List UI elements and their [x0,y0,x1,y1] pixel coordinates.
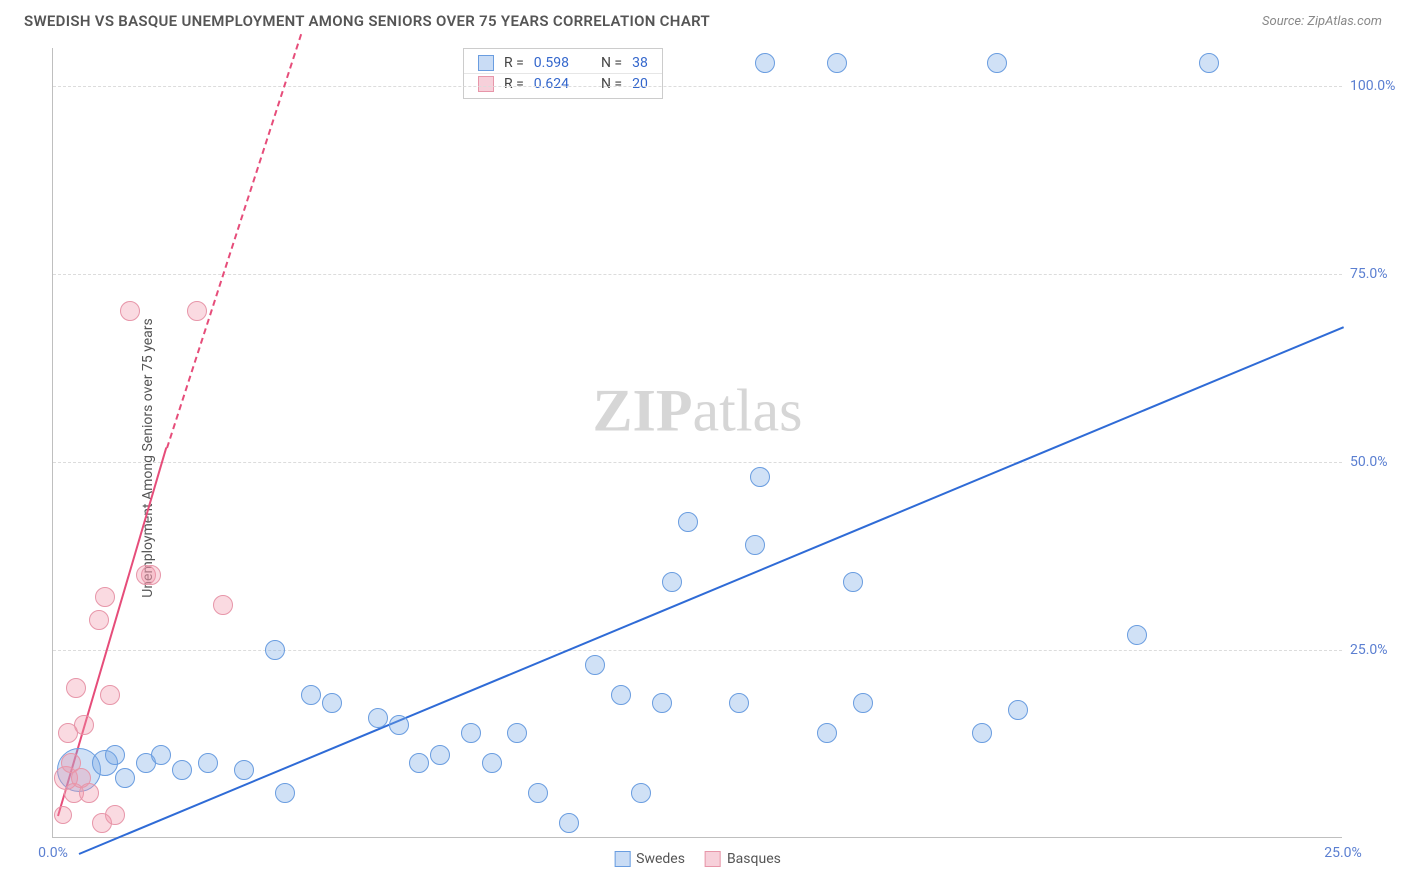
data-point [187,301,207,321]
data-point [528,783,548,803]
gridline [53,86,1342,87]
data-point [972,723,992,743]
trend-line [78,326,1343,855]
data-point [234,760,254,780]
data-point [198,753,218,773]
gridline [53,650,1342,651]
legend-label: Swedes [636,851,685,867]
r-label: R = [504,76,524,92]
legend-swatch [478,76,494,92]
data-point [853,693,873,713]
data-point [987,53,1007,73]
series-legend: Swedes Basques [614,851,781,867]
chart-title: SWEDISH VS BASQUE UNEMPLOYMENT AMONG SEN… [24,12,710,30]
data-point [461,723,481,743]
data-point [275,783,295,803]
chart-area: Unemployment Among Seniors over 75 years… [0,38,1406,888]
data-point [115,768,135,788]
data-point [611,685,631,705]
r-value: 0.624 [534,76,569,92]
correlation-legend: R = 0.598 N = 38 R = 0.624 N = 20 [463,48,663,99]
data-point [322,693,342,713]
source-label: Source: ZipAtlas.com [1262,14,1382,29]
n-value: 38 [632,55,648,71]
n-label: N = [601,76,622,92]
data-point [66,678,86,698]
data-point [827,53,847,73]
correlation-legend-row: R = 0.598 N = 38 [464,53,662,73]
data-point [755,53,775,73]
data-point [559,813,579,833]
data-point [631,783,651,803]
data-point [100,685,120,705]
data-point [54,806,72,824]
r-value: 0.598 [534,55,569,71]
data-point [585,655,605,675]
gridline [53,274,1342,275]
correlation-legend-row: R = 0.624 N = 20 [464,73,662,94]
chart-header: SWEDISH VS BASQUE UNEMPLOYMENT AMONG SEN… [0,0,1406,38]
y-tick-label: 25.0% [1350,642,1406,658]
data-point [95,587,115,607]
y-tick-label: 100.0% [1350,78,1406,94]
data-point [678,512,698,532]
data-point [745,535,765,555]
legend-swatch [614,851,630,867]
data-point [1127,625,1147,645]
x-tick-label: 25.0% [1324,845,1362,861]
gridline [53,462,1342,463]
data-point [729,693,749,713]
legend-label: Basques [727,851,781,867]
data-point [662,572,682,592]
trend-line [166,34,302,448]
y-tick-label: 50.0% [1350,454,1406,470]
legend-item: Basques [705,851,781,867]
data-point [79,783,99,803]
watermark: ZIPatlas [593,376,803,445]
data-point [652,693,672,713]
data-point [172,760,192,780]
n-value: 20 [632,76,648,92]
data-point [301,685,321,705]
data-point [265,640,285,660]
data-point [89,610,109,630]
legend-item: Swedes [614,851,685,867]
data-point [1008,700,1028,720]
data-point [482,753,502,773]
data-point [74,715,94,735]
data-point [843,572,863,592]
data-point [409,753,429,773]
data-point [105,745,125,765]
legend-swatch [478,55,494,71]
data-point [389,715,409,735]
data-point [368,708,388,728]
data-point [151,745,171,765]
x-tick-label: 0.0% [38,845,68,861]
y-tick-label: 75.0% [1350,266,1406,282]
data-point [1199,53,1219,73]
data-point [141,565,161,585]
data-point [507,723,527,743]
data-point [817,723,837,743]
data-point [750,467,770,487]
r-label: R = [504,55,524,71]
legend-swatch [705,851,721,867]
n-label: N = [601,55,622,71]
data-point [105,805,125,825]
data-point [213,595,233,615]
data-point [430,745,450,765]
plot-area: ZIPatlas R =0.598N =38R =0.624N =20 Swed… [52,48,1342,838]
data-point [120,301,140,321]
